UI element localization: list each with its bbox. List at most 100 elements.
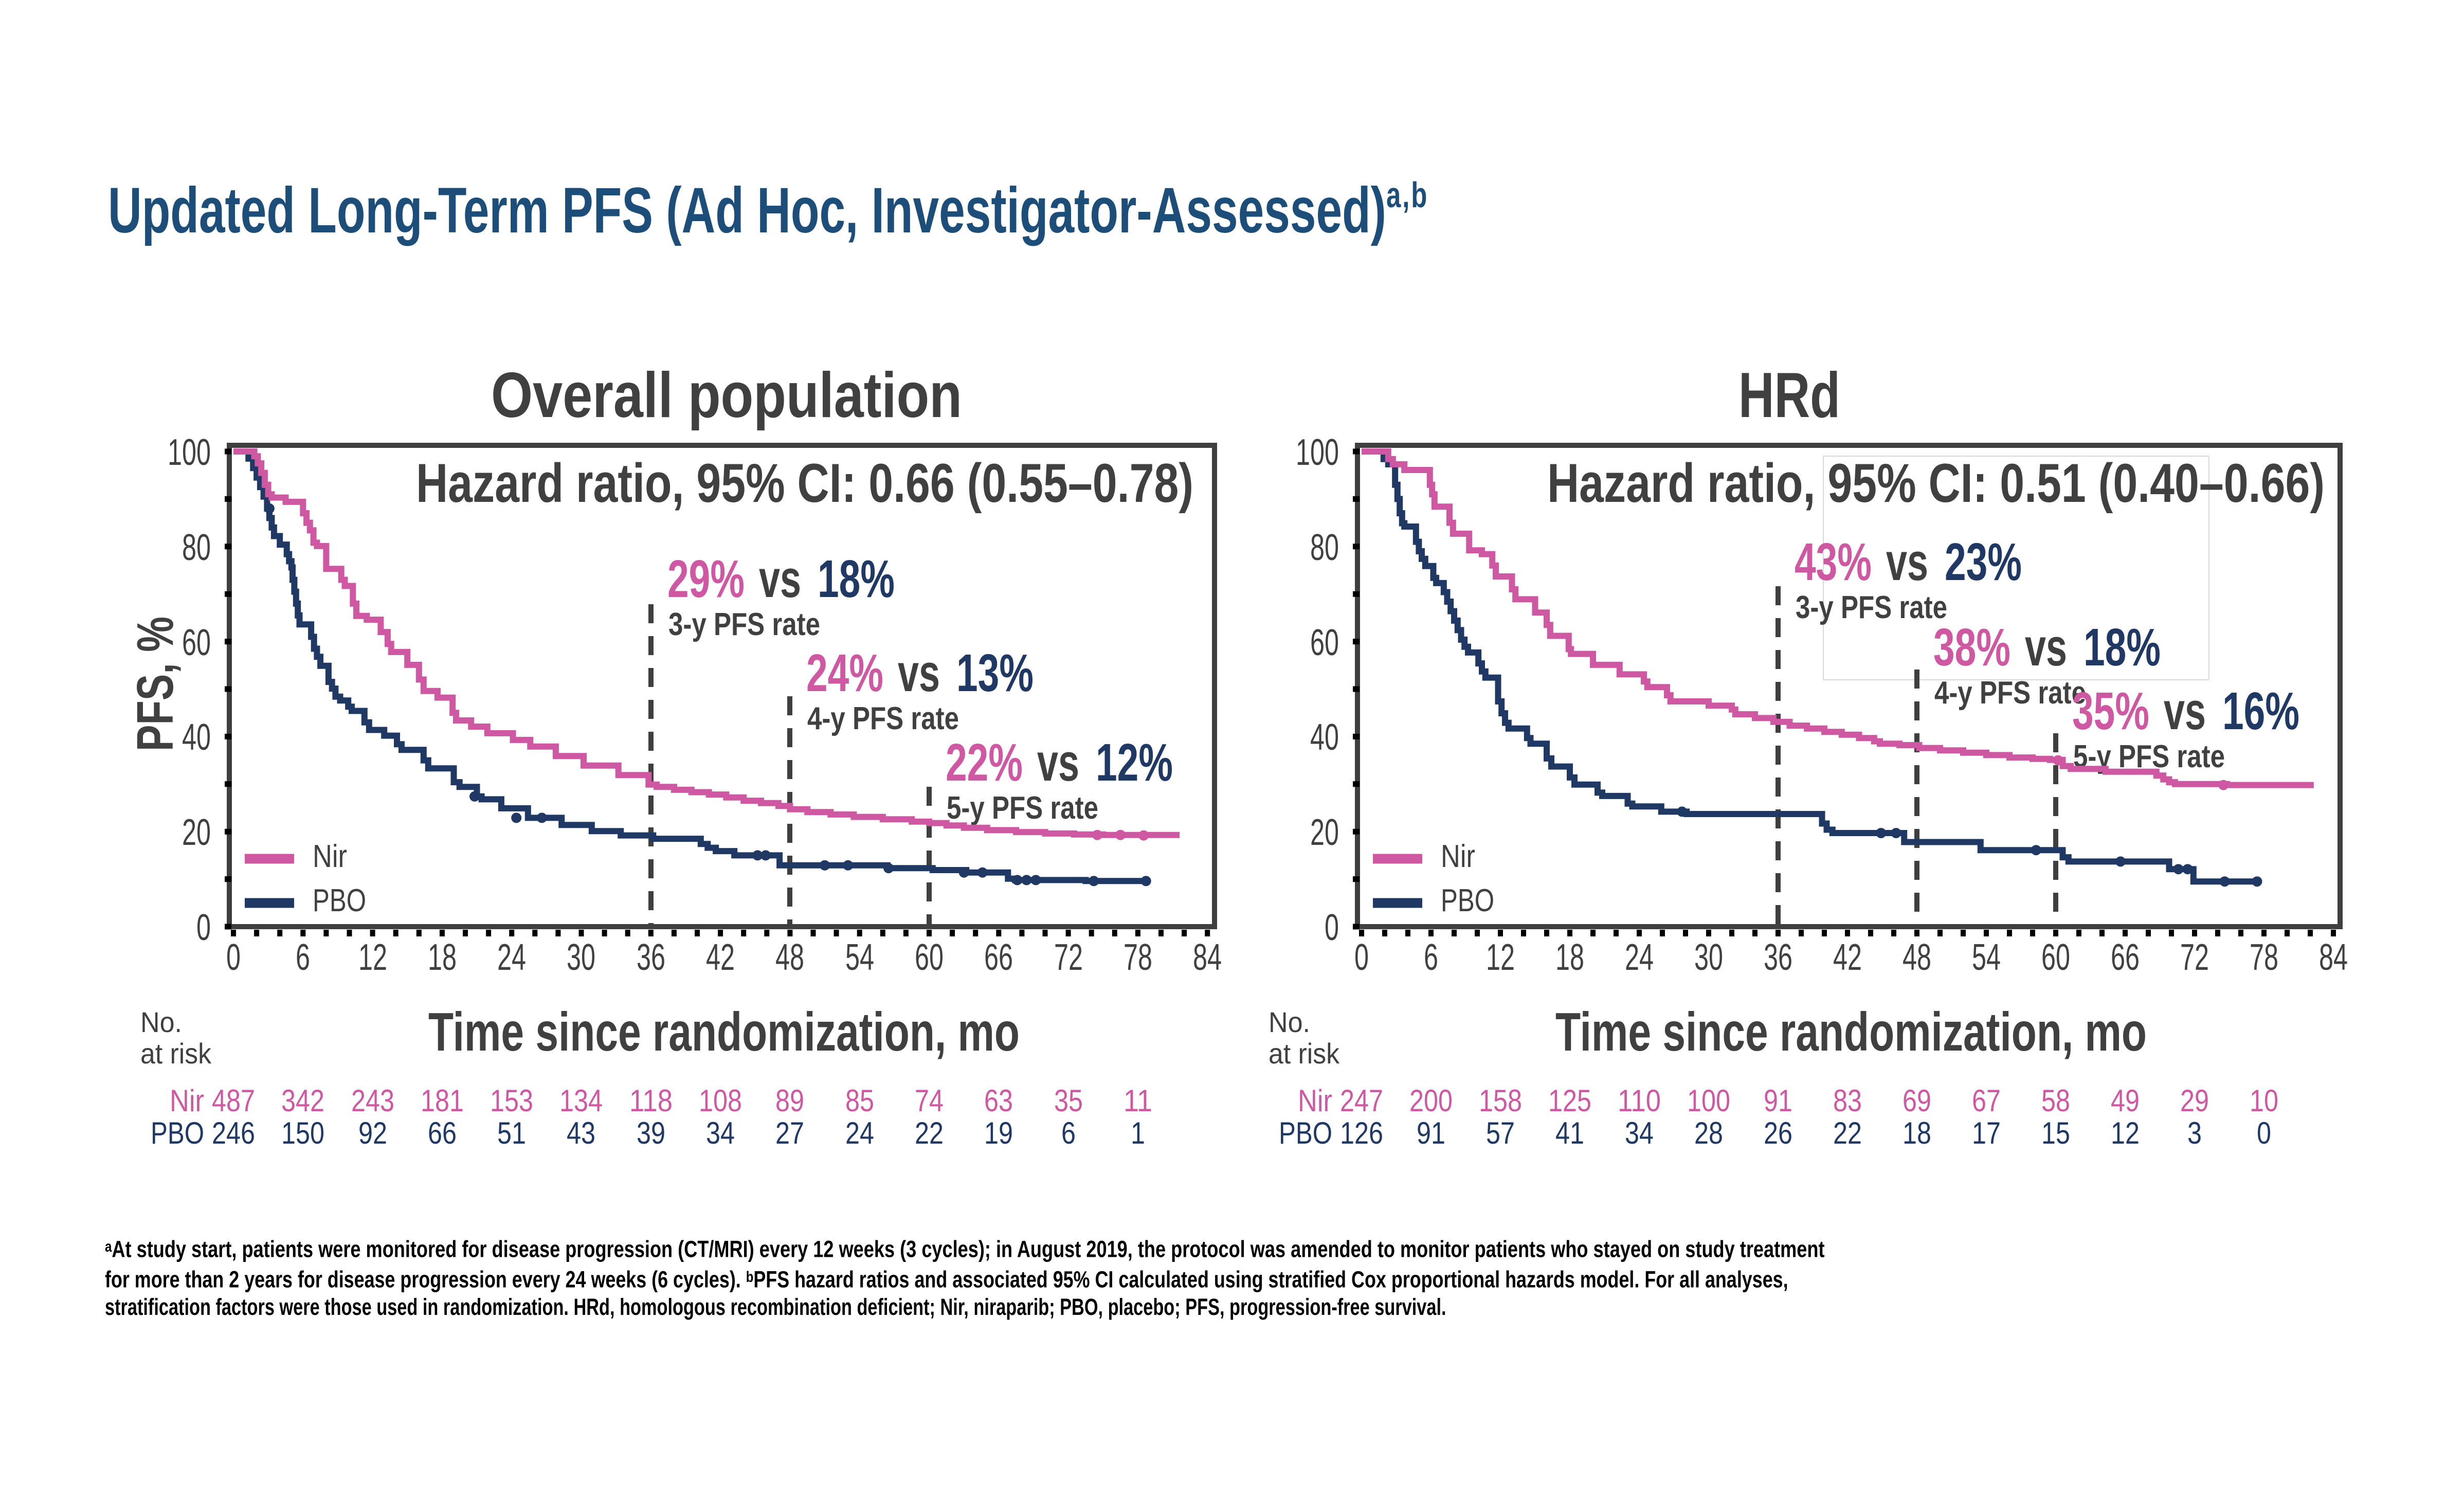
- svg-text:43: 43: [567, 1116, 595, 1150]
- svg-text:48: 48: [1903, 937, 1931, 978]
- svg-text:246: 246: [212, 1116, 255, 1150]
- svg-text:29%: 29%: [667, 549, 745, 608]
- svg-text:20: 20: [1310, 812, 1339, 853]
- svg-text:6: 6: [296, 937, 310, 978]
- svg-text:Nir: Nir: [170, 1083, 204, 1118]
- svg-text:5-y PFS rate: 5-y PFS rate: [947, 790, 1098, 826]
- svg-text:38%: 38%: [1933, 618, 2010, 677]
- svg-text:42: 42: [706, 937, 735, 978]
- svg-text:29: 29: [2180, 1083, 2209, 1118]
- svg-text:18%: 18%: [818, 549, 895, 608]
- svg-text:30: 30: [1694, 937, 1723, 978]
- svg-text:24: 24: [497, 937, 526, 978]
- svg-text:181: 181: [421, 1083, 464, 1118]
- svg-text:4-y PFS rate: 4-y PFS rate: [807, 701, 959, 736]
- svg-text:40: 40: [1310, 717, 1339, 758]
- svg-text:28: 28: [1694, 1116, 1723, 1150]
- svg-text:22: 22: [915, 1116, 944, 1150]
- svg-text:24: 24: [845, 1116, 874, 1150]
- svg-text:1: 1: [1131, 1116, 1145, 1150]
- svg-text:66: 66: [2111, 937, 2140, 978]
- svg-text:41: 41: [1555, 1116, 1584, 1150]
- svg-text:39: 39: [637, 1116, 665, 1150]
- svg-text:22: 22: [1833, 1116, 1862, 1150]
- svg-text:vs: vs: [898, 643, 940, 702]
- svg-text:48: 48: [775, 937, 804, 978]
- svg-text:51: 51: [497, 1116, 526, 1150]
- svg-text:100: 100: [1687, 1083, 1730, 1118]
- svg-text:at risk: at risk: [1269, 1037, 1340, 1070]
- svg-text:72: 72: [1054, 937, 1083, 978]
- svg-text:PBO: PBO: [151, 1116, 204, 1150]
- svg-text:49: 49: [2111, 1083, 2140, 1118]
- svg-text:153: 153: [490, 1083, 533, 1118]
- svg-text:74: 74: [915, 1083, 944, 1118]
- svg-text:150: 150: [281, 1116, 324, 1150]
- svg-text:35: 35: [1054, 1083, 1083, 1118]
- svg-text:12: 12: [2111, 1116, 2140, 1150]
- svg-text:Time since randomization, mo: Time since randomization, mo: [428, 1002, 1020, 1062]
- svg-text:126: 126: [1340, 1116, 1383, 1150]
- svg-text:vs: vs: [1886, 532, 1928, 591]
- svg-text:3-y PFS rate: 3-y PFS rate: [1796, 590, 1947, 625]
- svg-text:PFS, %: PFS, %: [126, 617, 184, 751]
- svg-text:vs: vs: [2164, 681, 2206, 740]
- svg-text:Hazard ratio, 95% CI: 0.66 (0.: Hazard ratio, 95% CI: 0.66 (0.55–0.78): [416, 452, 1193, 514]
- svg-text:89: 89: [775, 1083, 804, 1118]
- svg-text:200: 200: [1409, 1083, 1453, 1118]
- svg-text:HRd: HRd: [1738, 360, 1840, 431]
- svg-text:6: 6: [1424, 937, 1438, 978]
- svg-text:54: 54: [845, 937, 874, 978]
- svg-text:PBO: PBO: [1279, 1116, 1332, 1150]
- svg-text:342: 342: [281, 1083, 324, 1118]
- svg-text:91: 91: [1417, 1116, 1445, 1150]
- svg-text:91: 91: [1764, 1083, 1792, 1118]
- svg-text:78: 78: [2250, 937, 2278, 978]
- svg-text:35%: 35%: [2072, 681, 2149, 740]
- svg-text:Nir: Nir: [313, 839, 347, 874]
- svg-text:13%: 13%: [956, 643, 1034, 702]
- svg-text:Nir: Nir: [1298, 1083, 1332, 1118]
- svg-text:No.: No.: [140, 1006, 182, 1038]
- svg-text:60: 60: [915, 937, 944, 978]
- svg-text:3: 3: [2187, 1116, 2202, 1150]
- svg-text:67: 67: [1972, 1083, 2001, 1118]
- svg-text:42: 42: [1833, 937, 1862, 978]
- svg-text:vs: vs: [1037, 733, 1079, 792]
- svg-text:58: 58: [2041, 1083, 2070, 1118]
- svg-text:85: 85: [845, 1083, 874, 1118]
- svg-text:63: 63: [984, 1083, 1013, 1118]
- svg-text:158: 158: [1479, 1083, 1522, 1118]
- svg-text:22%: 22%: [946, 733, 1023, 792]
- svg-text:24%: 24%: [806, 643, 883, 702]
- svg-text:66: 66: [428, 1116, 457, 1150]
- svg-text:27: 27: [775, 1116, 804, 1150]
- svg-text:20: 20: [182, 812, 211, 853]
- svg-text:0: 0: [196, 907, 211, 948]
- svg-text:6: 6: [1061, 1116, 1076, 1150]
- svg-text:40: 40: [182, 717, 211, 758]
- svg-text:34: 34: [706, 1116, 735, 1150]
- svg-text:12%: 12%: [1096, 733, 1173, 792]
- svg-text:10: 10: [2250, 1083, 2278, 1118]
- svg-text:80: 80: [1310, 527, 1339, 568]
- svg-text:vs: vs: [2025, 618, 2067, 677]
- svg-text:108: 108: [699, 1083, 742, 1118]
- svg-text:118: 118: [629, 1083, 673, 1118]
- svg-text:80: 80: [182, 527, 211, 568]
- svg-text:60: 60: [182, 622, 211, 663]
- svg-text:84: 84: [1193, 937, 1222, 978]
- svg-text:0: 0: [226, 937, 241, 978]
- svg-text:34: 34: [1625, 1116, 1654, 1150]
- svg-text:30: 30: [567, 937, 595, 978]
- svg-text:69: 69: [1903, 1083, 1931, 1118]
- svg-text:60: 60: [1310, 622, 1339, 663]
- svg-text:26: 26: [1764, 1116, 1792, 1150]
- svg-text:43%: 43%: [1795, 532, 1872, 591]
- svg-text:24: 24: [1625, 937, 1654, 978]
- svg-text:125: 125: [1548, 1083, 1591, 1118]
- svg-text:54: 54: [1972, 937, 2001, 978]
- svg-text:PBO: PBO: [1441, 883, 1494, 918]
- svg-text:3-y PFS rate: 3-y PFS rate: [668, 607, 820, 642]
- svg-text:0: 0: [1325, 907, 1339, 948]
